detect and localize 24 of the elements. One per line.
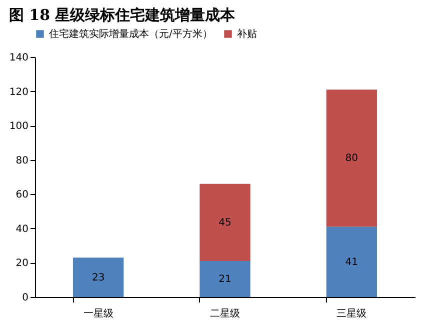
data-label: 21	[218, 274, 232, 285]
y-tick-label: 140	[9, 52, 28, 64]
y-tick-label: 80	[16, 155, 28, 166]
y-tick-label: 0	[22, 292, 28, 304]
data-label: 80	[345, 153, 358, 164]
bar	[326, 90, 377, 227]
chart-title: 图 18 星级绿标住宅建筑增量成本	[8, 6, 236, 24]
data-label: 45	[218, 217, 232, 228]
y-tick-label: 20	[16, 258, 28, 270]
bar	[73, 258, 124, 297]
x-tick-label: 一星级	[83, 308, 114, 320]
y-tick-label: 60	[16, 190, 28, 201]
bar	[326, 226, 377, 297]
legend-label: 补贴	[237, 28, 257, 40]
y-tick-label: 120	[9, 86, 28, 98]
x-tick-label: 三星级	[336, 308, 367, 320]
x-tick-label: 二星级	[210, 308, 240, 320]
data-label: 41	[345, 256, 358, 268]
bar	[200, 184, 250, 261]
bar	[200, 261, 250, 297]
legend-label: 住宅建筑实际增量成本（元/平方米）	[49, 28, 212, 40]
y-tick-label: 100	[9, 121, 28, 132]
y-tick-label: 40	[16, 224, 28, 235]
data-label: 23	[92, 272, 105, 284]
